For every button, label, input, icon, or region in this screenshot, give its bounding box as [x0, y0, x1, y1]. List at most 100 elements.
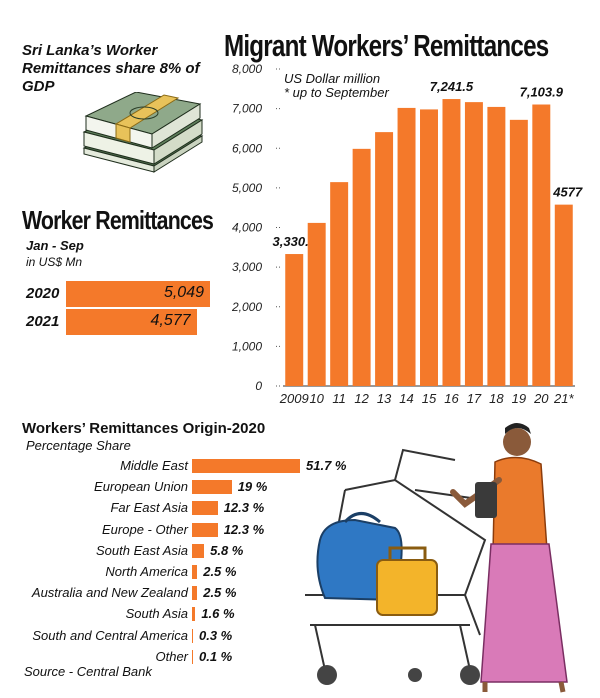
origin-label: South Asia — [125, 606, 188, 622]
remittance-row-2020: 2020 5,049 — [26, 281, 210, 307]
y-tick-label: 4,000 — [232, 221, 262, 235]
y-tick-label: 5,000 — [232, 181, 262, 195]
x-tick-label: 16 — [444, 391, 459, 406]
y-tick-label: 2,000 — [231, 300, 262, 314]
traveller-illustration — [305, 423, 568, 693]
origin-chart-title: Workers’ Remittances Origin-2020 — [22, 420, 266, 437]
bar — [285, 254, 304, 386]
origin-bar — [192, 628, 193, 643]
origin-label: Other — [155, 648, 188, 664]
origin-bar — [192, 543, 205, 558]
y-tick-label: 8,000 — [232, 62, 262, 76]
x-tick-label: 17 — [467, 391, 482, 406]
remittance-value: 4,577 — [150, 312, 191, 329]
x-tick-label: 13 — [377, 391, 392, 406]
origin-row: South and Central America 0.3 % — [0, 628, 600, 644]
data-label: 7,103.9 — [520, 85, 564, 100]
unit-label: US Dollar million — [284, 71, 381, 86]
origin-value: 0.1 % — [199, 648, 233, 664]
origin-value: 12.3 % — [223, 500, 265, 516]
remittance-year: 2021 — [26, 313, 60, 330]
bar — [532, 104, 551, 386]
origin-label: European Union — [94, 479, 188, 495]
x-tick-label: 11 — [332, 391, 346, 406]
data-label: 3,330.3 — [273, 234, 317, 249]
bar — [397, 107, 416, 387]
origin-label: South East Asia — [95, 542, 188, 558]
origin-bar — [192, 586, 198, 601]
remittance-row-2021: 2021 4,577 — [26, 309, 197, 335]
origin-value: 5.8 % — [210, 542, 244, 558]
remittance-value: 5,049 — [163, 284, 204, 301]
x-tick-label: 10 — [309, 391, 324, 406]
origin-row: Australia and New Zealand 2.5 % — [0, 585, 600, 601]
source-note: Source - Central Bank — [24, 664, 152, 679]
origin-value: 0.3 % — [199, 627, 233, 643]
origin-bar — [192, 480, 232, 495]
money-stack-icon — [82, 92, 204, 173]
bar — [375, 132, 394, 386]
origin-label: North America — [105, 564, 188, 579]
x-tick-label: 2009 — [279, 391, 309, 406]
worker-remittances-title: Worker Remittances — [22, 205, 214, 235]
origin-bar — [192, 607, 196, 622]
y-tick-label: 6,000 — [232, 141, 262, 155]
origin-chart-subtitle: Percentage Share — [26, 438, 131, 453]
origin-label: Far East Asia — [110, 500, 188, 516]
worker-remittances-unit: in US$ Mn — [26, 255, 83, 269]
origin-label: South and Central America — [32, 627, 188, 643]
origin-bar — [192, 649, 193, 664]
origin-row: Other 0.1 % — [0, 649, 600, 665]
origin-label: Europe - Other — [102, 521, 188, 537]
bar — [307, 222, 326, 386]
bar — [330, 182, 349, 386]
bar — [487, 106, 506, 386]
remittance-bar: 4,577 — [66, 309, 197, 335]
data-label: 4577 — [552, 185, 583, 200]
origin-bar — [192, 522, 218, 537]
origin-row: Europe - Other 12.3 % — [0, 522, 600, 538]
bar — [352, 148, 371, 386]
x-tick-label: 19 — [512, 391, 526, 406]
origin-bar — [192, 501, 218, 516]
gdp-share-note: Sri Lanka’s Worker Remittances share 8% … — [22, 42, 200, 95]
bar — [420, 109, 438, 386]
origin-label: Middle East — [120, 458, 188, 473]
y-tick-label: 1,000 — [232, 339, 262, 353]
remittance-year: 2020 — [26, 285, 60, 302]
origin-value: 12.3 % — [223, 521, 265, 537]
origin-row: European Union 19 % — [0, 479, 600, 495]
y-tick-label: 3,000 — [232, 260, 262, 274]
origin-row: South Asia 1.6 % — [0, 606, 600, 622]
origin-row: North America 2.5 % — [0, 564, 600, 580]
bar — [554, 204, 573, 386]
origin-row: Middle East 51.7 % — [0, 458, 600, 474]
x-tick-label: 20 — [533, 391, 549, 406]
bar — [464, 102, 483, 387]
chart-title: Migrant Workers’ Remittances — [224, 28, 549, 63]
x-tick-label: 15 — [422, 391, 437, 406]
origin-label: Australia and New Zealand — [31, 585, 188, 601]
origin-row: Far East Asia 12.3 % — [0, 500, 600, 516]
origin-value: 2.5 % — [203, 585, 237, 601]
y-tick-label: 7,000 — [232, 102, 262, 116]
x-tick-label: 18 — [489, 391, 504, 406]
origin-value: 51.7 % — [306, 458, 347, 473]
origin-row: South East Asia 5.8 % — [0, 543, 600, 559]
bar — [442, 99, 461, 386]
bar — [509, 119, 528, 387]
worker-remittances-period: Jan - Sep — [26, 238, 84, 253]
remittance-bar-chart: 0 1,000 2,000 3,000 4,000 5,000 6,000 7,000 8,00… — [231, 62, 583, 406]
remittance-bar: 5,049 — [66, 281, 210, 307]
y-tick-label: 0 — [255, 379, 262, 393]
origin-bar — [192, 459, 300, 473]
x-tick-label: 12 — [354, 391, 369, 406]
data-label: 7,241.5 — [430, 79, 474, 94]
footnote-label: * up to September — [284, 85, 389, 100]
chart-unit-note: US Dollar million * up to September — [284, 72, 389, 100]
origin-bar — [192, 565, 198, 579]
x-tick-label: 14 — [399, 391, 413, 406]
x-tick-label: 21* — [553, 391, 574, 406]
origin-value: 1.6 % — [201, 606, 235, 622]
origin-value: 2.5 % — [203, 564, 237, 579]
